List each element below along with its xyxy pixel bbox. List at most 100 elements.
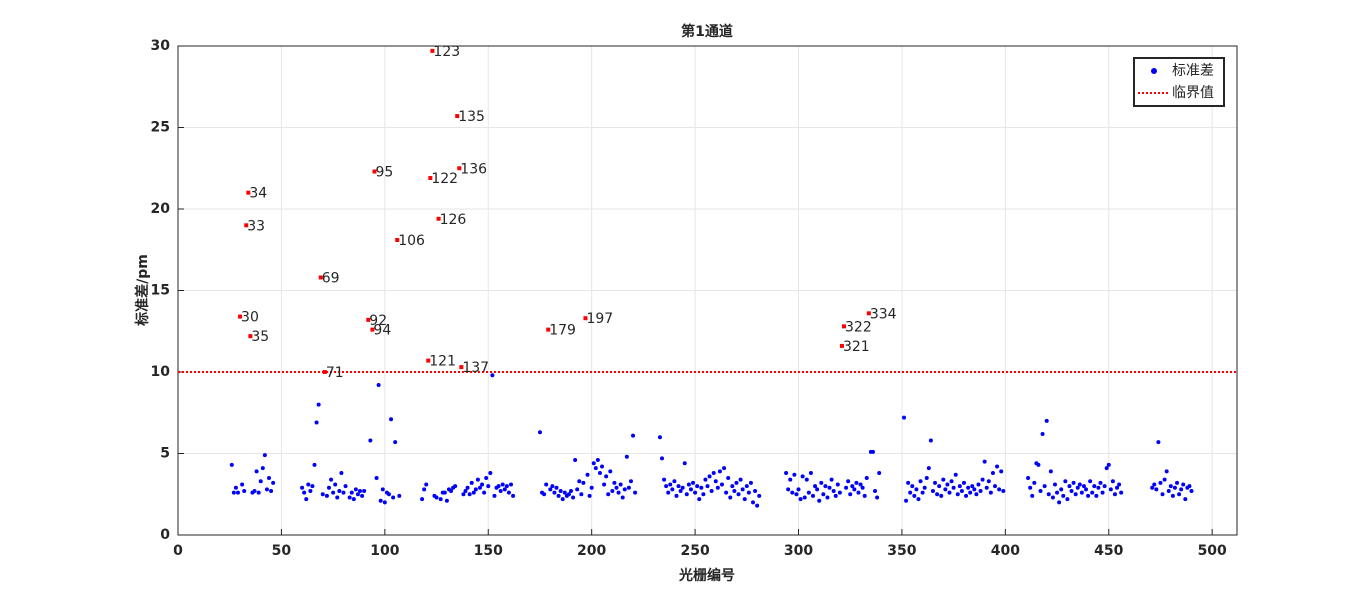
legend-label: 临界值 xyxy=(1172,85,1214,101)
data-point xyxy=(490,373,495,378)
data-point xyxy=(662,477,667,482)
data-point xyxy=(926,466,931,471)
data-point xyxy=(941,477,946,482)
data-point xyxy=(951,485,956,490)
data-point xyxy=(806,490,811,495)
data-point xyxy=(1177,492,1182,497)
data-point xyxy=(873,488,878,493)
data-point xyxy=(695,484,700,489)
highlight-point xyxy=(426,358,431,363)
data-point xyxy=(600,464,605,469)
data-point xyxy=(504,484,509,489)
data-point xyxy=(608,469,613,474)
data-point xyxy=(1036,462,1041,467)
data-point xyxy=(558,488,563,493)
data-point xyxy=(1065,497,1070,502)
data-point xyxy=(678,488,683,493)
data-point xyxy=(343,484,348,489)
data-point xyxy=(982,459,987,464)
data-point xyxy=(393,440,398,445)
x-tick-label: 200 xyxy=(577,543,606,559)
point-label: 197 xyxy=(586,311,613,327)
data-point xyxy=(854,480,859,485)
highlight-point xyxy=(457,166,462,171)
data-point xyxy=(918,479,923,484)
data-point xyxy=(351,497,356,502)
data-point xyxy=(1179,487,1184,492)
data-point xyxy=(310,484,315,489)
data-point xyxy=(980,477,985,482)
data-point xyxy=(335,495,340,500)
data-point xyxy=(676,484,681,489)
data-point xyxy=(984,485,989,490)
data-point xyxy=(376,383,381,388)
point-label: 30 xyxy=(241,310,259,326)
y-tick-label: 15 xyxy=(151,283,170,299)
data-point xyxy=(753,488,758,493)
data-point xyxy=(711,471,716,476)
data-point xyxy=(614,485,619,490)
data-point xyxy=(666,490,671,495)
x-tick-label: 250 xyxy=(680,543,709,559)
data-point xyxy=(823,484,828,489)
data-point xyxy=(353,487,358,492)
highlight-point xyxy=(436,216,441,221)
chart-title: 第1通道 xyxy=(681,23,733,40)
data-point xyxy=(240,482,245,487)
point-label: 95 xyxy=(375,165,393,181)
data-point xyxy=(912,493,917,498)
axes-box xyxy=(177,45,1238,536)
data-point xyxy=(722,466,727,471)
data-point xyxy=(1183,497,1188,502)
data-point xyxy=(920,490,925,495)
highlight-point xyxy=(395,237,400,242)
data-point xyxy=(1050,495,1055,500)
x-tick-label: 150 xyxy=(474,543,503,559)
data-point xyxy=(631,433,636,438)
data-point xyxy=(467,492,472,497)
data-point xyxy=(939,493,944,498)
data-point xyxy=(1181,482,1186,487)
data-point xyxy=(738,477,743,482)
data-point xyxy=(713,479,718,484)
data-point xyxy=(686,482,691,487)
highlight-point xyxy=(322,370,327,374)
data-point xyxy=(591,461,596,466)
point-label: 321 xyxy=(843,339,870,355)
data-point xyxy=(1102,484,1107,489)
data-point xyxy=(626,485,631,490)
point-label: 71 xyxy=(326,365,344,381)
data-point xyxy=(329,477,334,482)
data-point xyxy=(988,490,993,495)
x-tick-label: 300 xyxy=(784,543,813,559)
data-point xyxy=(835,482,840,487)
data-point xyxy=(724,490,729,495)
data-point xyxy=(1090,490,1095,495)
data-point xyxy=(233,485,238,490)
data-point xyxy=(957,484,962,489)
data-point xyxy=(862,493,867,498)
data-point xyxy=(1100,490,1105,495)
data-point xyxy=(751,500,756,505)
data-point xyxy=(347,495,352,500)
data-point xyxy=(486,484,491,489)
data-point xyxy=(389,417,394,422)
data-point xyxy=(804,477,809,482)
highlight-point xyxy=(866,311,871,316)
data-point xyxy=(465,485,470,490)
point-label: 92 xyxy=(369,313,387,329)
data-point xyxy=(717,469,722,474)
data-point xyxy=(537,430,542,435)
data-point xyxy=(908,490,913,495)
data-point xyxy=(312,462,317,467)
data-point xyxy=(964,493,969,498)
data-point xyxy=(231,490,236,495)
data-point xyxy=(633,490,638,495)
highlight-point xyxy=(842,324,847,329)
data-point xyxy=(949,479,954,484)
data-point xyxy=(341,490,346,495)
data-point xyxy=(659,456,664,461)
data-point xyxy=(449,488,454,493)
data-point xyxy=(1059,487,1064,492)
data-point xyxy=(1106,462,1111,467)
